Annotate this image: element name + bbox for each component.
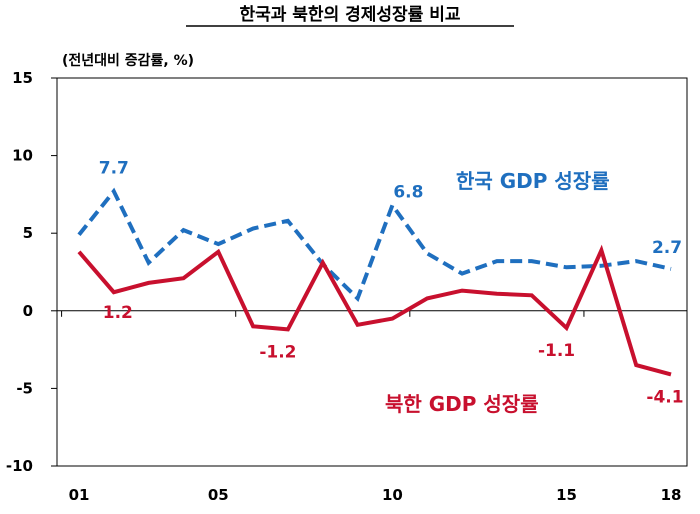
y-tick-label: -5 [16, 379, 33, 397]
data-point [566, 267, 567, 268]
data-point [183, 230, 184, 231]
chart-title: 한국과 북한의 경제성장률 비교 [239, 5, 460, 25]
data-point [427, 298, 428, 299]
y-tick-label: 5 [23, 224, 33, 242]
data-label: 1.2 [103, 303, 133, 323]
data-point [113, 191, 114, 192]
data-point [636, 365, 637, 366]
x-tick-label: 18 [661, 486, 682, 504]
x-tick-label: 05 [208, 486, 229, 504]
series-label-north-korea: 북한 GDP 성장률 [385, 392, 539, 416]
data-label: 6.8 [393, 182, 423, 202]
data-point [601, 250, 602, 251]
series-label-south-korea: 한국 GDP 성장률 [456, 169, 610, 193]
data-point [183, 278, 184, 279]
x-tick-label: 10 [382, 486, 403, 504]
x-tick-label: 15 [556, 486, 577, 504]
data-point [671, 268, 672, 269]
data-point [427, 253, 428, 254]
data-label: 7.7 [99, 158, 129, 178]
data-point [287, 329, 288, 330]
plot-frame [56, 77, 688, 467]
data-point [462, 273, 463, 274]
series-line-north-korea [77, 244, 672, 377]
x-axis: 01 05 10 15 18 [57, 310, 687, 504]
data-label: 2.7 [652, 238, 682, 258]
data-label: -4.1 [646, 387, 683, 407]
data-point [671, 374, 672, 375]
data-point [392, 318, 393, 319]
data-point [601, 265, 602, 266]
data-point [357, 324, 358, 325]
y-tick-label: 15 [12, 69, 33, 87]
data-point [462, 290, 463, 291]
y-tick-label: 10 [12, 147, 33, 165]
series-lines [77, 187, 672, 377]
data-point [496, 261, 497, 262]
unit-label: (전년대비 증감률, %) [62, 52, 194, 69]
data-point [531, 261, 532, 262]
data-point [636, 261, 637, 262]
data-point [253, 228, 254, 229]
x-tick-label: 01 [69, 486, 90, 504]
data-label: -1.1 [538, 341, 575, 361]
data-point [392, 205, 393, 206]
y-tick-label: 0 [23, 302, 33, 320]
data-point [218, 244, 219, 245]
data-point [357, 298, 358, 299]
y-axis: -10 -5 0 5 10 15 [6, 69, 57, 475]
data-point [322, 262, 323, 263]
data-point [79, 251, 80, 252]
data-point [113, 292, 114, 293]
data-point [531, 295, 532, 296]
data-label: -1.2 [259, 342, 296, 362]
data-point [218, 251, 219, 252]
series-line-south-korea [77, 187, 672, 302]
data-point [79, 234, 80, 235]
data-point [253, 326, 254, 327]
data-point [287, 220, 288, 221]
data-point [148, 262, 149, 263]
data-point [566, 327, 567, 328]
data-point [148, 282, 149, 283]
data-point [496, 293, 497, 294]
data-labels: 7.7 6.8 2.7 1.2 -1.2 -1.1 -4.1 [99, 158, 684, 407]
y-tick-label: -10 [6, 457, 33, 475]
